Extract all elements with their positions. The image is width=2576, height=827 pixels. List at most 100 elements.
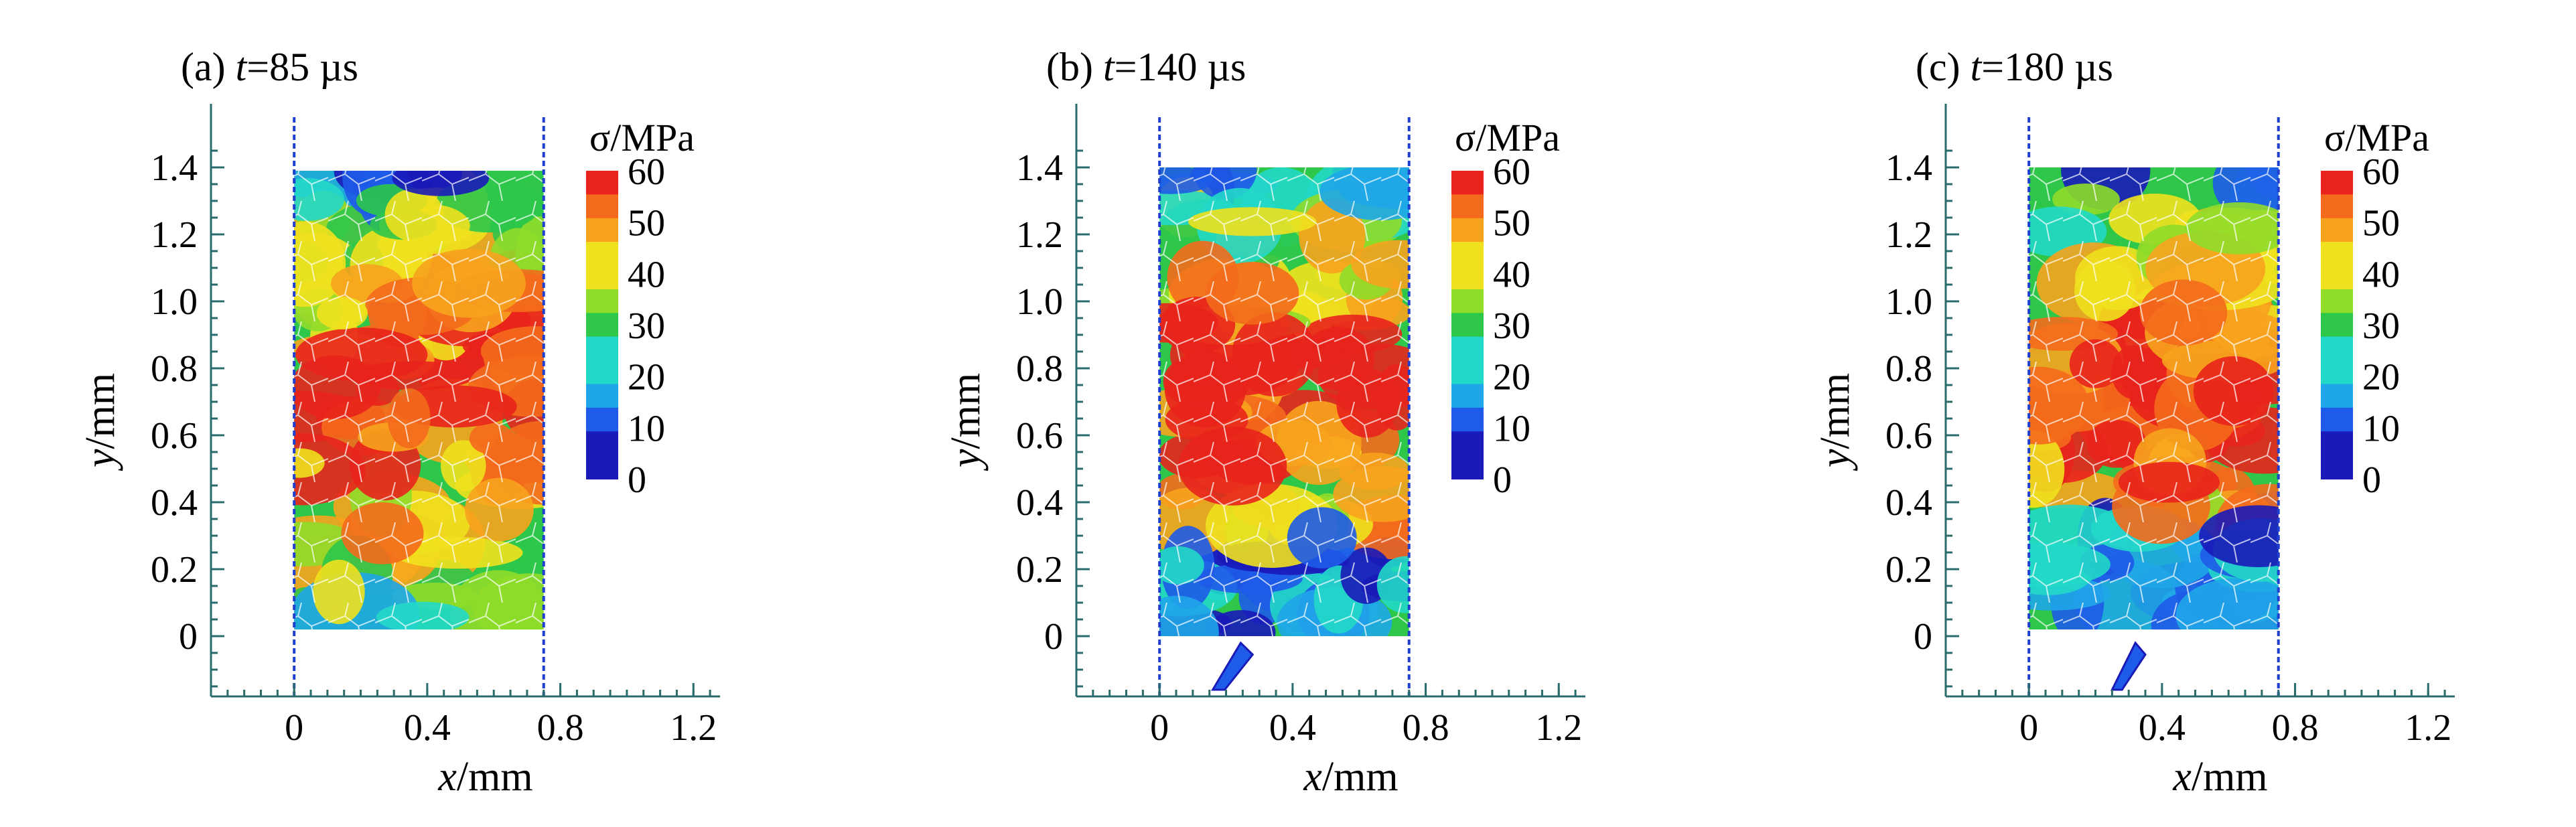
x-axis-title: x/mm <box>2172 754 2267 800</box>
colorbar-swatch <box>1451 384 1484 408</box>
colorbar-swatch <box>2321 218 2353 243</box>
y-tick-label: 0.2 <box>1885 549 1932 591</box>
stress-field <box>2029 167 2279 629</box>
colorbar-swatch <box>586 455 618 479</box>
colorbar-swatch <box>586 431 618 456</box>
x-tick-label: 0.8 <box>2272 707 2319 749</box>
colorbar-label: 60 <box>628 151 665 193</box>
y-tick-label: 0.4 <box>1016 482 1063 524</box>
y-tick-label: 0 <box>179 616 198 658</box>
time-variable: t <box>236 45 248 89</box>
colorbar-label: 20 <box>2362 357 2400 398</box>
x-axis-unit: /mm <box>457 754 533 800</box>
x-tick-label: 0.4 <box>1269 707 1316 749</box>
x-tick-label: 0.4 <box>2139 707 2186 749</box>
colorbar-label: 60 <box>2362 151 2400 193</box>
colorbar-label: 20 <box>1493 357 1530 398</box>
colorbar-swatch <box>2321 431 2353 456</box>
y-axis-variable: y <box>943 449 989 471</box>
colorbar-swatch <box>1451 265 1484 290</box>
colorbar-label: 50 <box>628 203 665 244</box>
time-value: =180 µs <box>1981 45 2113 89</box>
debris-fragment <box>1211 641 1255 691</box>
colorbar-swatch <box>586 194 618 219</box>
y-tick-label: 1.2 <box>151 214 198 256</box>
colorbar-swatch <box>2321 194 2353 219</box>
colorbar-swatch <box>1451 194 1484 219</box>
y-tick-label: 0.2 <box>1016 549 1063 591</box>
y-axis-unit: /mm <box>1812 373 1858 449</box>
y-tick-label: 1.4 <box>1016 147 1063 189</box>
x-tick-label: 1.2 <box>2405 707 2451 749</box>
x-tick-label: 1.2 <box>670 707 717 749</box>
y-tick-label: 0.6 <box>151 415 198 457</box>
x-axis-variable: x <box>437 754 457 800</box>
y-tick-label: 0.8 <box>151 348 198 390</box>
colorbar-swatch <box>586 171 618 196</box>
y-tick-label: 1.0 <box>1885 281 1932 323</box>
y-tick-label: 0.2 <box>151 549 198 591</box>
y-tick-label: 0 <box>1044 616 1063 658</box>
y-tick-label: 0.6 <box>1885 415 1932 457</box>
y-tick-label: 1.4 <box>1885 147 1932 189</box>
y-tick-label: 0.4 <box>1885 482 1932 524</box>
colorbar-label: 50 <box>1493 203 1530 244</box>
x-axis-unit: /mm <box>1322 754 1399 800</box>
colorbar-swatch <box>1451 218 1484 243</box>
colorbar-swatch <box>586 407 618 433</box>
panel-1: (a) t=85 µs 0 0.4 0.8 1.2 0 0.2 0.4 0.6 0.8 1.0 1.2… <box>78 45 720 800</box>
y-tick-label: 0.8 <box>1016 348 1063 390</box>
y-axis-title: y/mm <box>1812 373 1858 471</box>
colorbar-swatch <box>586 218 618 243</box>
crack-network <box>294 171 544 629</box>
y-axis-variable: y <box>78 449 123 471</box>
colorbar-label: 0 <box>628 459 646 501</box>
panel-label: (a) <box>181 45 236 89</box>
colorbar-label: 40 <box>628 254 665 295</box>
panel-title: (c) t=180 µs <box>1916 45 2113 89</box>
panel-label: (c) <box>1916 45 1971 89</box>
colorbar-label: 30 <box>2362 305 2400 347</box>
colorbar-label: 60 <box>1493 151 1530 193</box>
colorbar-swatch <box>586 360 618 385</box>
y-tick-label: 0.4 <box>151 482 198 524</box>
colorbar-swatch <box>2321 242 2353 267</box>
crack-network <box>2029 167 2279 629</box>
y-axis-variable: y <box>1812 449 1858 471</box>
colorbar-swatch <box>586 313 618 337</box>
time-variable: t <box>1103 45 1115 89</box>
colorbar-swatch <box>2321 407 2353 433</box>
colorbar-swatch <box>1451 289 1484 314</box>
y-tick-label: 1.2 <box>1885 214 1932 256</box>
y-axis-title: y/mm <box>78 373 123 471</box>
stress-field <box>294 171 544 629</box>
time-variable: t <box>1971 45 1983 89</box>
colorbar-swatch <box>586 289 618 314</box>
colorbar-label: 30 <box>628 305 665 347</box>
colorbar-swatch <box>586 242 618 267</box>
colorbar-swatch <box>1451 171 1484 196</box>
x-tick-label: 0 <box>1150 707 1169 749</box>
colorbar-swatch <box>586 265 618 290</box>
colorbar-swatch <box>1451 336 1484 362</box>
y-axis-unit: /mm <box>78 373 123 449</box>
x-tick-label: 0.8 <box>537 707 584 749</box>
colorbar-title: σ/MPa <box>1455 116 1560 159</box>
colorbar-swatch <box>2321 336 2353 362</box>
colorbar-title: σ/MPa <box>589 116 695 159</box>
colorbar-label: 40 <box>2362 254 2400 295</box>
x-tick-label: 1.2 <box>1535 707 1582 749</box>
x-axis-variable: x <box>2172 754 2192 800</box>
panel-title: (b) t=140 µs <box>1046 45 1246 89</box>
colorbar-swatch <box>2321 384 2353 408</box>
y-axis-title: y/mm <box>943 373 989 471</box>
x-axis-title: x/mm <box>437 754 532 800</box>
colorbar-swatch <box>586 384 618 408</box>
colorbar-swatch <box>2321 360 2353 385</box>
panel-3: (c) t=180 µs 0 0.4 0.8 1.2 0 0.2 0.4 0.6 0.8 1.0 1.… <box>1812 45 2455 800</box>
colorbar-label: 40 <box>1493 254 1530 295</box>
colorbar-swatch <box>2321 171 2353 196</box>
colorbar-label: 20 <box>628 357 665 398</box>
x-axis-unit: /mm <box>2192 754 2268 800</box>
